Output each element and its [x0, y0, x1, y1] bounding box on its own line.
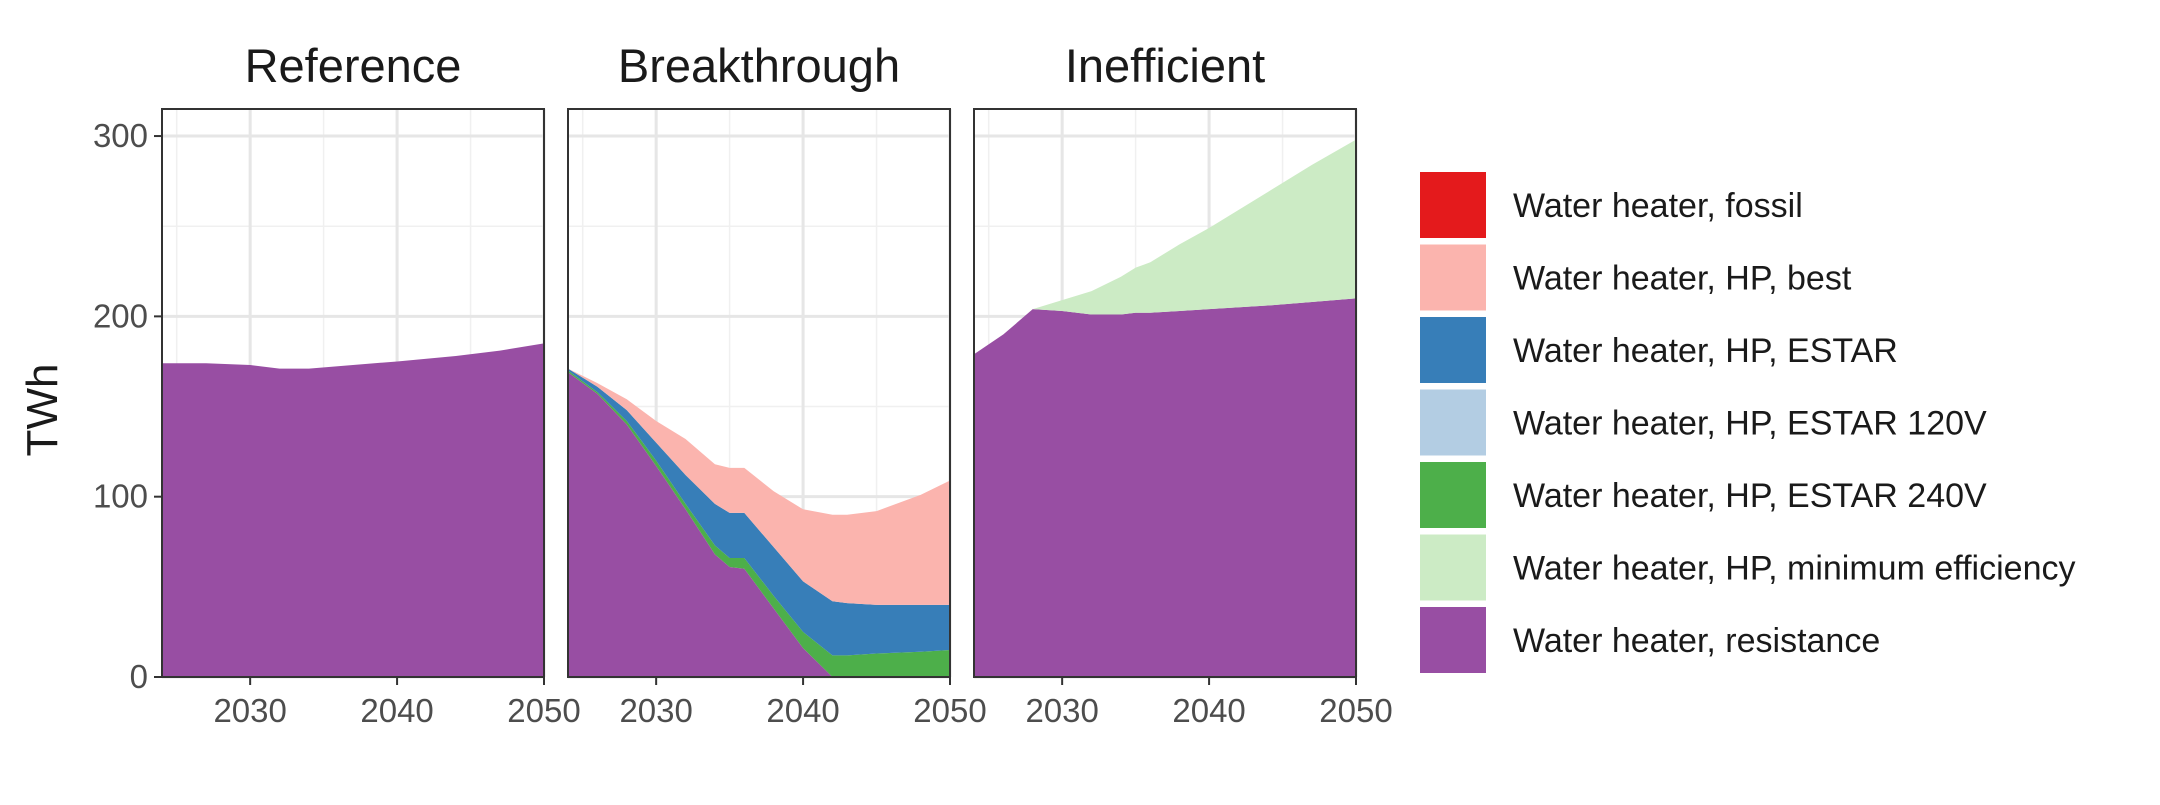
legend-key: [1420, 317, 1486, 383]
area-water-heater-resistance: [568, 372, 950, 677]
legend-item-water-heater-hp-best: Water heater, HP, best: [1420, 244, 1852, 311]
legend-item-water-heater-hp-estar-240v: Water heater, HP, ESTAR 240V: [1420, 462, 1987, 528]
legend-label: Water heater, fossil: [1513, 187, 1803, 225]
area-water-heater-hp-estar: [568, 368, 950, 656]
panel-border: [973, 108, 1357, 678]
panel-inefficient: Inefficient: [973, 39, 1358, 679]
panel-breakthrough: Breakthrough: [567, 39, 952, 679]
panels-layer: Reference Breakthrough Inefficient: [161, 39, 1358, 679]
legend-label: Water heater, HP, best: [1513, 260, 1852, 298]
legend-item-water-heater-hp-minimum-efficiency: Water heater, HP, minimum efficiency: [1420, 534, 2075, 601]
y-axis-title: TWh: [18, 364, 67, 457]
y-tick-label: 100: [93, 478, 148, 515]
legend-key: [1420, 607, 1486, 673]
x-tick-label: 2030: [1025, 692, 1098, 729]
legend-key: [1420, 244, 1486, 311]
x-tick-label: 2050: [507, 692, 580, 729]
area-water-heater-resistance: [162, 343, 544, 677]
axes-layer: 0 100 200 300 2030 2040 2050 2030 2040 2050 2030 20…: [93, 117, 1393, 729]
x-tick-label: 2050: [913, 692, 986, 729]
area-water-heater-hp-best: [568, 368, 950, 605]
facet-title: Breakthrough: [618, 39, 900, 92]
legend-label: Water heater, HP, ESTAR 120V: [1513, 405, 1987, 443]
legend-item-water-heater-resistance: Water heater, resistance: [1420, 607, 1880, 673]
panel-border: [161, 108, 545, 678]
panel-reference: Reference: [161, 39, 546, 679]
area-water-heater-hp-estar-240v: [568, 370, 950, 677]
legend-label: Water heater, HP, minimum efficiency: [1513, 550, 2075, 588]
legend-label: Water heater, HP, ESTAR 240V: [1513, 477, 1987, 515]
x-tick-label: 2030: [619, 692, 692, 729]
x-tick-label: 2050: [1319, 692, 1392, 729]
panel-border: [567, 108, 951, 678]
x-tick-label: 2040: [1172, 692, 1245, 729]
legend-key: [1420, 534, 1486, 601]
facet-title: Reference: [245, 39, 462, 92]
legend-label: Water heater, HP, ESTAR: [1513, 332, 1898, 370]
legend: Water heater, fossil Water heater, HP, be…: [1420, 172, 2075, 673]
x-tick-label: 2040: [766, 692, 839, 729]
area-water-heater-hp-minimum-efficiency: [974, 139, 1356, 355]
y-tick-label: 200: [93, 297, 148, 334]
legend-key: [1420, 172, 1486, 238]
legend-key: [1420, 389, 1486, 456]
legend-label: Water heater, resistance: [1513, 622, 1880, 660]
legend-key: [1420, 462, 1486, 528]
legend-item-water-heater-fossil: Water heater, fossil: [1420, 172, 1803, 238]
area-water-heater-resistance: [974, 298, 1356, 677]
legend-item-water-heater-hp-estar-120v: Water heater, HP, ESTAR 120V: [1420, 389, 1987, 456]
x-tick-label: 2040: [360, 692, 433, 729]
y-tick-label: 0: [130, 658, 148, 695]
y-tick-label: 300: [93, 117, 148, 154]
facet-title: Inefficient: [1065, 39, 1265, 92]
x-tick-label: 2030: [213, 692, 286, 729]
legend-item-water-heater-hp-estar: Water heater, HP, ESTAR: [1420, 317, 1898, 383]
